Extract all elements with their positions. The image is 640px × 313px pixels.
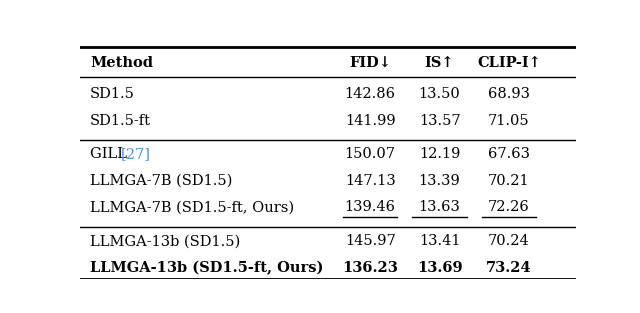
Text: 13.63: 13.63 [419, 200, 461, 214]
Text: 13.69: 13.69 [417, 261, 463, 275]
Text: 13.50: 13.50 [419, 87, 460, 101]
Text: GILL: GILL [90, 147, 132, 162]
Text: 73.24: 73.24 [486, 261, 532, 275]
Text: 13.41: 13.41 [419, 234, 460, 248]
Text: 70.24: 70.24 [488, 234, 530, 248]
Text: SD1.5-ft: SD1.5-ft [90, 114, 151, 128]
Text: LLMGA-7B (SD1.5-ft, Ours): LLMGA-7B (SD1.5-ft, Ours) [90, 200, 294, 214]
Text: 141.99: 141.99 [345, 114, 396, 128]
Text: LLMGA-13b (SD1.5): LLMGA-13b (SD1.5) [90, 234, 240, 248]
Text: IS↑: IS↑ [425, 56, 454, 70]
Text: 13.57: 13.57 [419, 114, 460, 128]
Text: 142.86: 142.86 [345, 87, 396, 101]
Text: [27]: [27] [121, 147, 150, 162]
Text: 136.23: 136.23 [342, 261, 398, 275]
Text: CLIP-I↑: CLIP-I↑ [477, 56, 541, 70]
Text: 70.21: 70.21 [488, 174, 530, 188]
Text: 67.63: 67.63 [488, 147, 530, 162]
Text: 13.39: 13.39 [419, 174, 460, 188]
Text: LLMGA-7B (SD1.5): LLMGA-7B (SD1.5) [90, 174, 232, 188]
Text: 150.07: 150.07 [345, 147, 396, 162]
Text: 68.93: 68.93 [488, 87, 530, 101]
Text: 12.19: 12.19 [419, 147, 460, 162]
Text: LLMGA-13b (SD1.5-ft, Ours): LLMGA-13b (SD1.5-ft, Ours) [90, 261, 323, 275]
Text: Method: Method [90, 56, 153, 70]
Text: 71.05: 71.05 [488, 114, 530, 128]
Text: 147.13: 147.13 [345, 174, 396, 188]
Text: FID↓: FID↓ [349, 56, 391, 70]
Text: SD1.5: SD1.5 [90, 87, 135, 101]
Text: 145.97: 145.97 [345, 234, 396, 248]
Text: 139.46: 139.46 [345, 200, 396, 214]
Text: 72.26: 72.26 [488, 200, 530, 214]
